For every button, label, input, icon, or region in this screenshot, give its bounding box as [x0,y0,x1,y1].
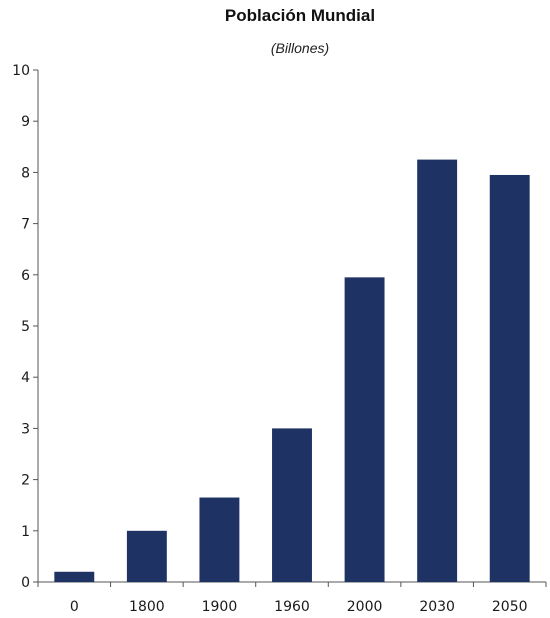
bar-2050 [489,174,530,582]
bar-1900 [199,497,240,582]
x-tick-label: 2000 [347,599,383,615]
y-tick-label: 0 [21,575,30,591]
y-tick-label: 2 [21,473,30,489]
bar-2000 [344,277,385,582]
y-tick-label: 3 [21,421,30,437]
x-tick-label: 1960 [274,599,310,615]
y-tick-label: 1 [21,524,30,540]
x-tick-label: 1900 [202,599,238,615]
x-tick-label: 2030 [419,599,455,615]
y-tick-label: 4 [21,370,30,386]
x-tick-label: 1800 [129,599,165,615]
y-tick-label: 9 [21,114,30,130]
y-tick-label: 10 [12,63,30,79]
y-tick-label: 8 [21,165,30,181]
y-tick-label: 5 [21,319,30,335]
x-tick-label: 2050 [492,599,528,615]
bar-2030 [417,159,458,582]
bar-1800 [126,530,167,582]
bar-1960 [272,428,312,582]
bar-0 [54,571,95,582]
y-tick-label: 7 [21,217,30,233]
y-tick-label: 6 [21,268,30,284]
chart-title: Población Mundial [224,6,376,25]
chart-subtitle: (Billones) [270,40,330,56]
x-tick-label: 0 [70,599,79,615]
